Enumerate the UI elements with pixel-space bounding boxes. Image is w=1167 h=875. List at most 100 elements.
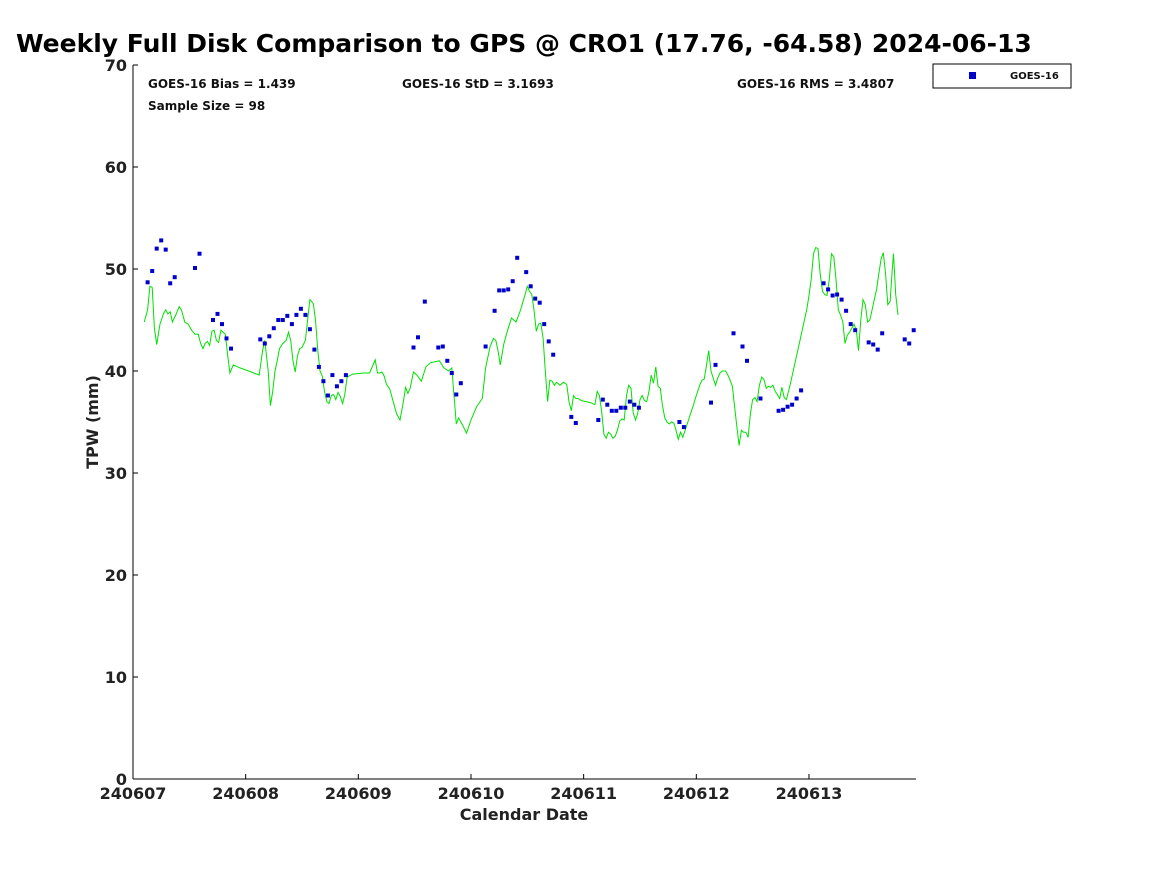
goes16-point: [271, 326, 276, 331]
goes16-point: [681, 425, 686, 430]
bias-stat: GOES-16 Bias = 1.439: [148, 77, 296, 91]
goes16-point: [677, 420, 682, 424]
goes16-point: [844, 308, 849, 313]
x-tick-label: 240612: [663, 784, 730, 803]
goes16-point: [454, 392, 459, 397]
x-tick-label: 240610: [438, 784, 505, 803]
goes16-point: [339, 379, 344, 384]
y-tick-label: 20: [105, 566, 127, 585]
goes16-point: [776, 408, 781, 413]
goes16-point: [316, 364, 321, 369]
goes16-point: [258, 337, 263, 342]
goes16-point: [436, 345, 441, 350]
goes16-point: [280, 318, 285, 322]
goes16-point: [794, 396, 799, 401]
y-tick-label: 60: [105, 158, 127, 177]
goes16-point: [605, 402, 610, 407]
goes16-point: [193, 266, 197, 270]
goes16-point: [542, 322, 547, 327]
goes16-point: [267, 334, 272, 339]
x-axis-label: Calendar Date: [460, 805, 589, 824]
goes16-point: [911, 328, 916, 333]
goes16-point: [330, 373, 335, 378]
goes16-point: [145, 280, 150, 285]
goes16-point: [713, 362, 718, 367]
goes16-point: [790, 402, 795, 407]
goes16-point: [285, 313, 290, 318]
plot-area: [132, 65, 916, 780]
y-tick-label: 40: [105, 362, 127, 381]
goes16-point: [569, 414, 574, 419]
goes16-point: [168, 281, 173, 286]
goes16-point: [276, 318, 281, 322]
x-tick-label: 240611: [550, 784, 617, 803]
y-tick-label: 50: [105, 260, 127, 279]
goes16-point: [623, 405, 628, 410]
x-tick-label: 240609: [325, 784, 392, 803]
goes16-point: [830, 293, 835, 298]
x-tick-label: 240607: [100, 784, 167, 803]
goes16-point: [758, 396, 763, 401]
goes16-point: [411, 345, 416, 350]
goes16-point: [551, 352, 556, 357]
goes16-point: [596, 418, 601, 422]
goes16-point: [197, 251, 202, 256]
goes16-point: [546, 339, 551, 344]
goes16-point: [458, 381, 463, 386]
goes16-point: [731, 331, 736, 336]
goes16-point: [483, 344, 488, 349]
goes16-point: [211, 318, 215, 322]
goes16-point: [627, 399, 632, 404]
y-tick-label: 30: [105, 464, 127, 483]
goes16-point: [150, 269, 155, 273]
goes16-point: [312, 347, 317, 352]
goes16-point: [289, 322, 294, 327]
goes16-point: [445, 358, 450, 363]
goes16-point: [871, 342, 876, 347]
goes16-point: [334, 384, 339, 389]
goes16-point: [533, 296, 538, 301]
goes16-point: [636, 405, 641, 410]
goes16-point: [220, 322, 224, 327]
goes16-point: [573, 421, 578, 425]
goes16-point: [745, 358, 749, 363]
goes16-point: [321, 379, 326, 384]
goes16-point: [294, 312, 299, 317]
goes16-point: [440, 344, 445, 349]
goes16-point: [902, 337, 907, 342]
goes16-point: [262, 341, 267, 346]
x-tick-label: 240613: [776, 784, 843, 803]
y-axis-label: TPW (mm): [83, 375, 102, 469]
goes16-point: [907, 341, 912, 346]
goes16-point: [740, 344, 745, 349]
goes16-scatter-series: [145, 238, 916, 430]
rms-stat: GOES-16 RMS = 3.4807: [737, 77, 894, 91]
goes16-point: [163, 247, 168, 252]
goes16-point: [799, 388, 804, 393]
goes16-point: [781, 407, 786, 412]
goes16-point: [303, 312, 308, 317]
goes16-point: [229, 346, 233, 351]
y-tick-label: 0: [116, 770, 127, 789]
goes16-point: [159, 238, 164, 243]
gps-tpw-line: [143, 246, 899, 446]
x-ticks: 240607 240608 240609 240610 240611 240612 2406…: [100, 774, 843, 803]
y-tick-label: 10: [105, 668, 127, 687]
goes16-point: [524, 270, 529, 275]
goes16-point: [492, 308, 497, 313]
goes16-point: [510, 279, 515, 284]
goes16-point: [528, 284, 533, 289]
goes16-point: [839, 297, 844, 302]
goes16-point: [449, 371, 454, 375]
goes16-point: [853, 328, 858, 333]
legend-label: GOES-16: [1010, 71, 1059, 82]
goes16-point: [515, 255, 520, 260]
goes16-point: [154, 246, 159, 251]
goes16-point: [880, 331, 885, 336]
goes16-point: [224, 336, 229, 341]
legend-marker: [969, 72, 976, 79]
goes16-point: [848, 322, 853, 327]
sample-size-stat: Sample Size = 98: [148, 99, 265, 113]
